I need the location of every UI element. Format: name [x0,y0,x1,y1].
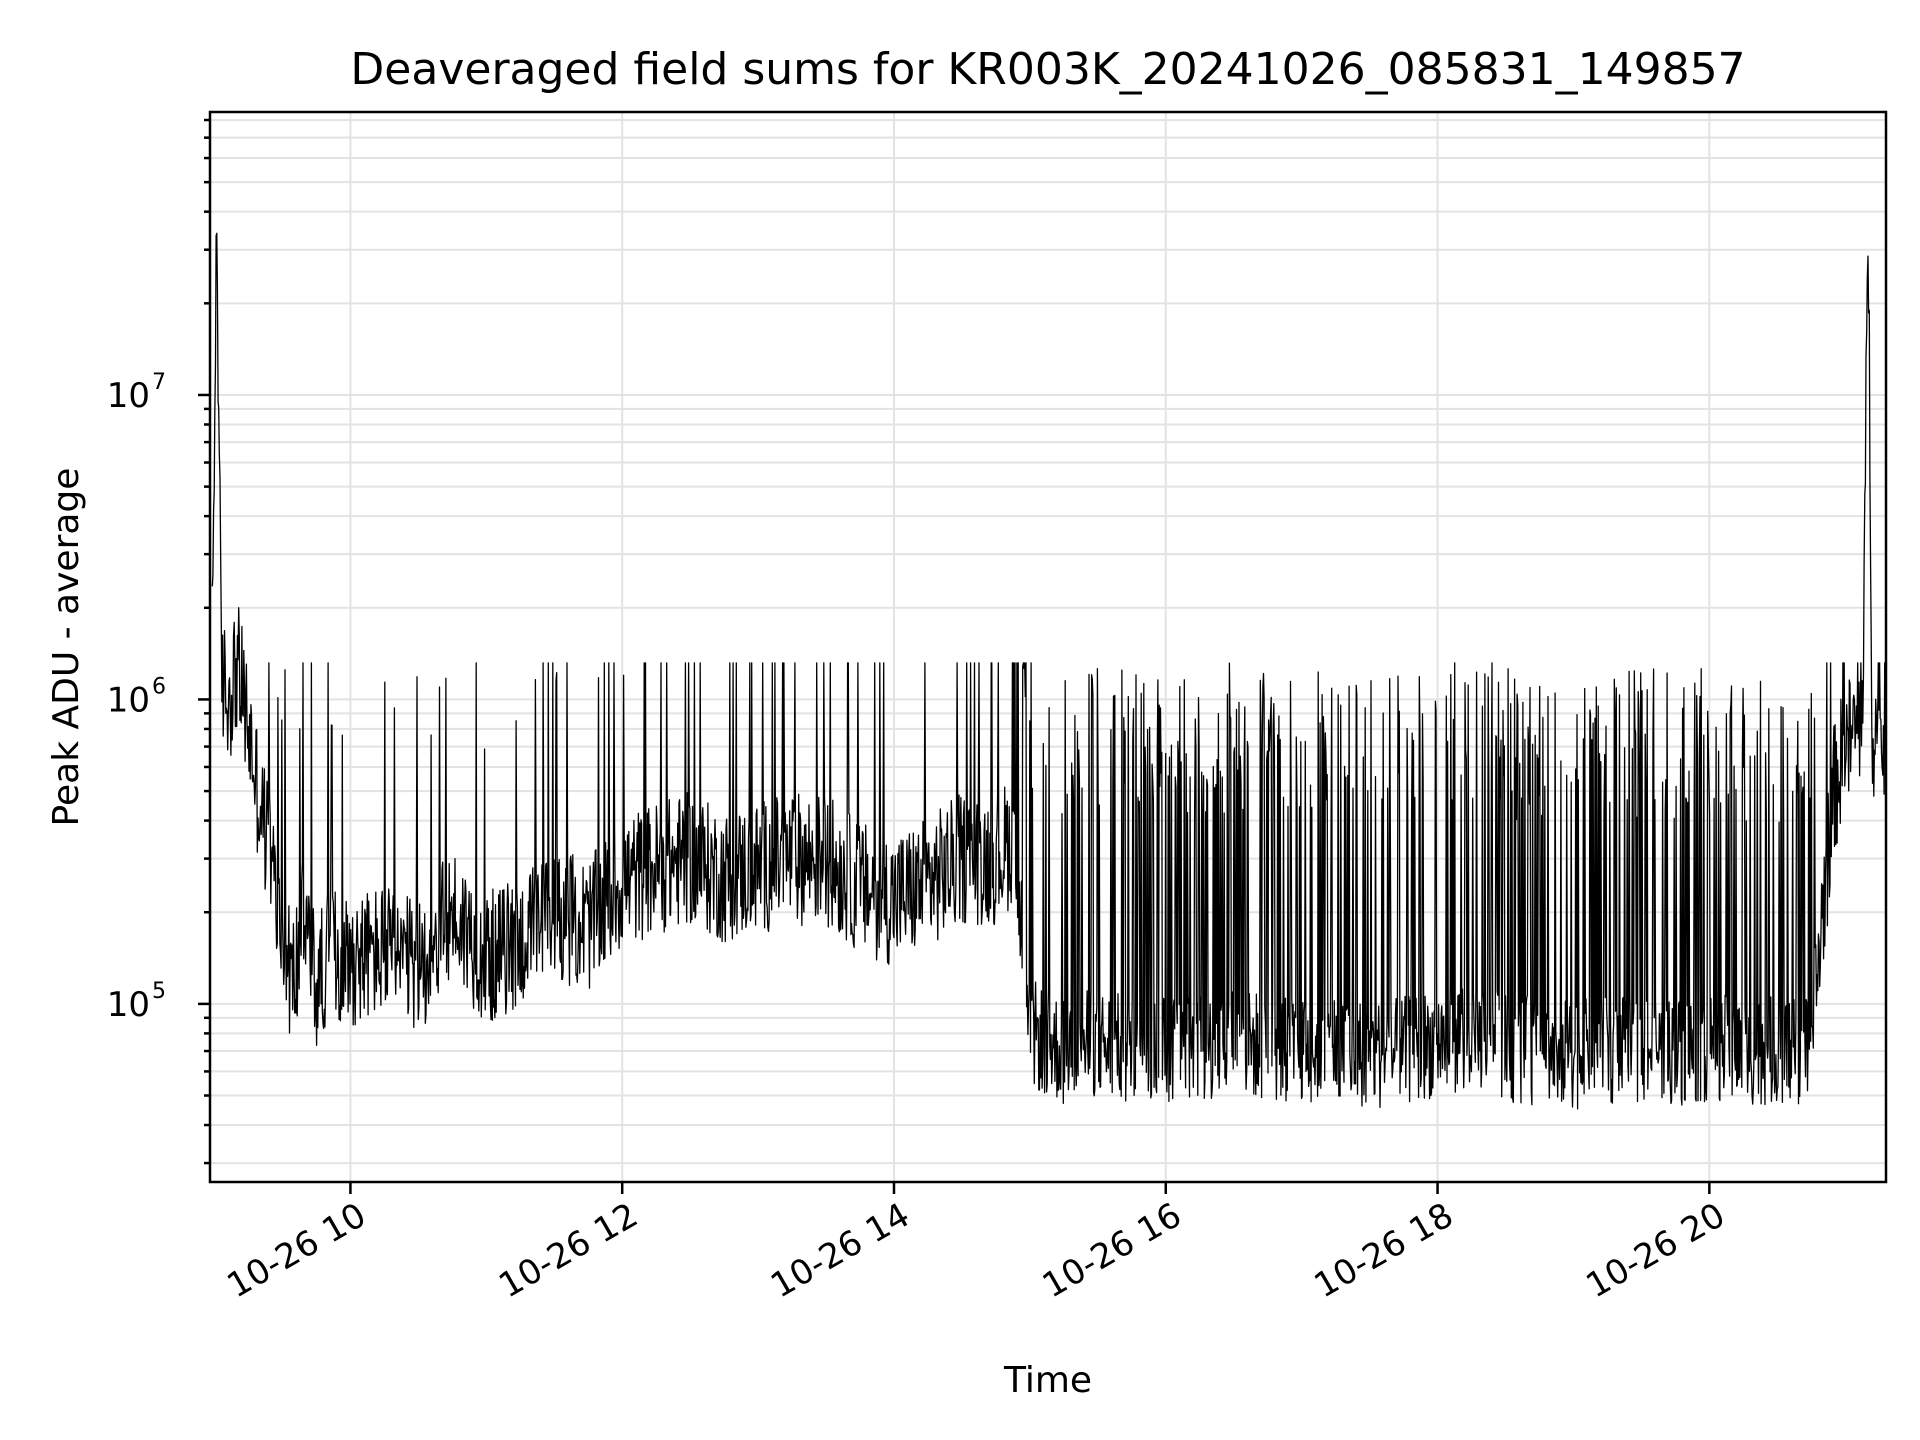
chart-title: Deaveraged field sums for KR003K_2024102… [350,44,1745,95]
y-tick-label: 10 [107,680,150,720]
y-tick-label: 10 [107,985,150,1025]
axes-frame [208,110,1888,1184]
series-line [211,232,1887,1110]
y-tick-label: 10 [107,376,150,416]
y-tick-exponent: 5 [152,979,166,1004]
y-axis-label: Peak ADU - average [46,468,87,827]
y-tick-exponent: 7 [152,370,166,395]
x-axis-label: Time [1003,1360,1092,1401]
series-layer [211,232,1887,1110]
y-tick-exponent: 6 [152,674,166,699]
